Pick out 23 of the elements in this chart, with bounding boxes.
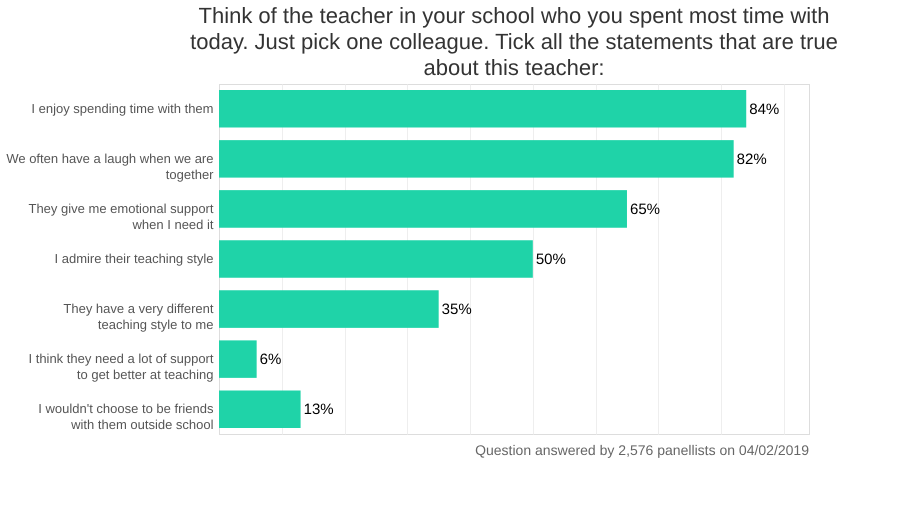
data-label: 50%: [536, 251, 566, 268]
bar: [219, 240, 533, 278]
data-label: 6%: [260, 351, 282, 368]
y-tick-label: We often have a laugh when we are together: [6, 150, 214, 182]
y-tick-label: They have a very different teaching style to me: [63, 301, 214, 332]
data-label: 82%: [736, 150, 767, 168]
y-tick-label: I enjoy spending time with them: [31, 100, 214, 116]
data-label: 65%: [630, 200, 660, 218]
data-label: 84%: [749, 100, 780, 118]
y-tick-label: They give me emotional support when I need it: [28, 200, 214, 232]
y-tick-label: I admire their teaching style: [54, 251, 214, 266]
chart-title: Think of the teacher in your school who you spent most time with today. Just pick one colleague. Tick all the statements that are true about this teacher:: [190, 3, 838, 80]
bar: [219, 340, 257, 378]
text: Question answered by 2,576 panellists on 04/02/2019: [475, 442, 810, 458]
bar: [219, 390, 301, 428]
bar: [219, 90, 746, 128]
y-tick-label: I think they need a lot of support to get better at teaching: [28, 351, 214, 382]
y-tick-label: I wouldn't choose to be friends with them outside school: [38, 401, 214, 432]
bar: [219, 290, 439, 328]
data-label: 13%: [304, 401, 334, 418]
bar: [219, 190, 627, 228]
bar: [219, 140, 734, 178]
data-label: 35%: [442, 301, 472, 318]
